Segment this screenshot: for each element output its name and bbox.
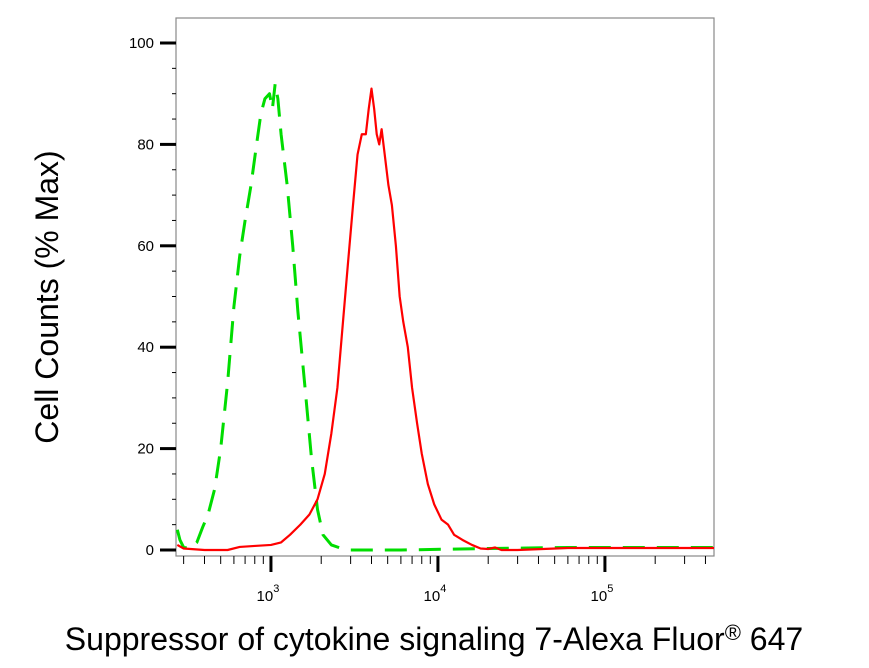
x-tick-label: 103 <box>257 583 280 605</box>
plot-border <box>175 17 715 557</box>
y-tick-label: 60 <box>137 238 154 255</box>
series-group <box>175 82 714 552</box>
y-tick-label: 100 <box>129 35 154 52</box>
x-axis-title: Suppressor of cytokine signaling 7-Alexa… <box>65 620 803 657</box>
x-tick-label-base: 10 <box>257 588 274 605</box>
y-tick-label: 20 <box>137 441 154 458</box>
control-series-line <box>175 82 714 552</box>
y-tick-label: 80 <box>137 136 154 153</box>
x-tick-label: 105 <box>591 583 614 605</box>
plot-frame <box>175 17 715 557</box>
x-tick-label-base: 10 <box>424 588 441 605</box>
y-tick-label: 0 <box>146 542 154 559</box>
x-axis-title-tail: 647 <box>741 621 803 657</box>
x-tick-label-exponent: 5 <box>607 583 613 595</box>
x-axis-title-main: Suppressor of cytokine signaling 7-Alexa… <box>65 621 725 657</box>
x-tick-label-base: 10 <box>591 588 608 605</box>
x-tick-label: 104 <box>424 583 447 605</box>
y-axis: 0 20 40 60 80 100 <box>129 35 176 559</box>
x-axis-title-registered: ® <box>725 620 741 645</box>
x-tick-label-exponent: 4 <box>440 583 446 595</box>
y-tick-label: 40 <box>137 339 154 356</box>
y-axis-title: Cell Counts (% Max) <box>29 150 65 443</box>
x-tick-label-exponent: 3 <box>273 583 279 595</box>
x-axis: 103 104 105 <box>183 556 706 605</box>
sample-series-line <box>176 87 714 552</box>
